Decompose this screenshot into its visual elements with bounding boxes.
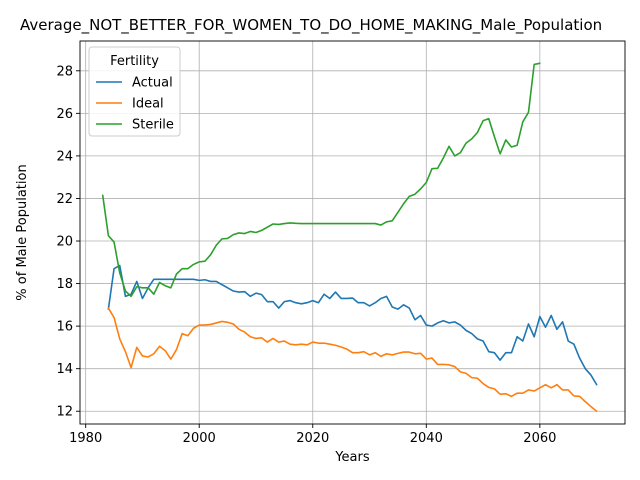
series-line-actual xyxy=(107,264,598,386)
x-tick-label: 2020 xyxy=(296,431,329,446)
series-lines xyxy=(101,62,598,413)
legend-label-ideal: Ideal xyxy=(132,97,164,112)
legend-title: Fertility xyxy=(110,54,159,69)
legend: Fertility Actual Ideal Sterile xyxy=(88,46,181,137)
y-tick-label: 12 xyxy=(56,405,73,420)
y-axis-label: % of Male Population xyxy=(15,164,30,300)
y-tick-label: 26 xyxy=(56,107,73,122)
y-tick-label: 14 xyxy=(56,362,73,377)
y-tick-label: 20 xyxy=(56,235,73,250)
x-tick-label: 1980 xyxy=(69,431,102,446)
x-tick-label: 2000 xyxy=(183,431,216,446)
x-axis-label: Years xyxy=(334,450,370,465)
series-line-sterile xyxy=(101,62,541,298)
y-tick-label: 28 xyxy=(56,64,73,79)
legend-label-actual: Actual xyxy=(132,76,173,91)
plot-area-frame xyxy=(79,40,626,425)
x-tick-label: 2060 xyxy=(523,431,556,446)
x-tick-label: 2040 xyxy=(410,431,443,446)
y-tick-label: 24 xyxy=(56,149,73,164)
y-tick-label: 16 xyxy=(56,320,73,335)
legend-label-sterile: Sterile xyxy=(132,118,174,133)
y-tick-label: 18 xyxy=(56,277,73,292)
series-line-ideal xyxy=(107,307,598,413)
axis-ticks: 1980 2000 2020 2040 2060 12 14 16 18 20 22 24 26 28 xyxy=(56,64,556,446)
y-tick-label: 22 xyxy=(56,192,73,207)
chart-title: Average_NOT_BETTER_FOR_WOMEN_TO_DO_HOME_… xyxy=(20,16,602,35)
legend-items: Actual Ideal Sterile xyxy=(96,76,174,133)
legend-box xyxy=(88,46,181,137)
